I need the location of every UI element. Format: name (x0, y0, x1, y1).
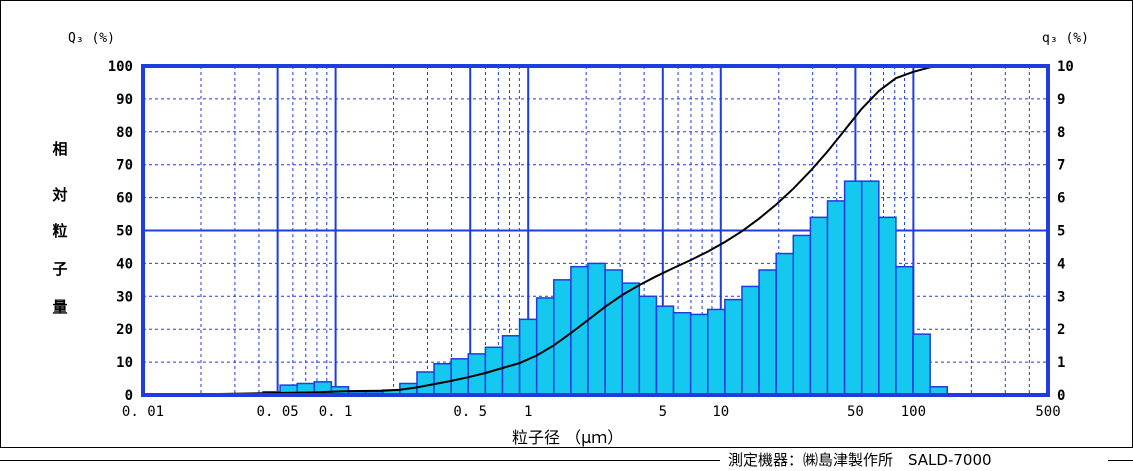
x-tick-label: 10 (712, 404, 729, 420)
y-right-tick-label: 10 (1057, 59, 1074, 75)
y-left-unit: Q₃ (%) (68, 31, 115, 46)
cumulative-curve-group (160, 65, 1048, 396)
histogram-bar (912, 333, 931, 396)
instrument-caption: 測定機器：㈱島津製作所 SALD-7000 (728, 451, 992, 469)
histogram-bar (587, 262, 606, 396)
x-tick-label: 0. 01 (122, 404, 164, 420)
y-right-tick-label: 5 (1057, 224, 1065, 240)
y-left-tick-label: 90 (116, 92, 133, 108)
y-left-tick-label: 60 (116, 191, 133, 207)
x-axis-label: 粒子径 （μｍ） (512, 428, 623, 447)
y-left-tick-label: 70 (116, 158, 133, 174)
y-right-tick-label: 3 (1057, 289, 1065, 305)
histogram-bar (638, 295, 658, 396)
y-left-tick-labels: 0 10 20 30 40 50 60 70 80 90 100 (108, 59, 133, 404)
y-right-tick-label: 7 (1057, 158, 1065, 174)
y-left-label-char: 相 (52, 140, 68, 158)
x-tick-label: 500 (1035, 404, 1060, 420)
histogram-bar (878, 216, 897, 396)
y-left-tick-label: 100 (108, 59, 133, 75)
y-right-tick-label: 9 (1057, 92, 1065, 108)
y-left-tick-label: 30 (116, 289, 133, 305)
y-right-tick-label: 6 (1057, 191, 1065, 207)
histogram-bar (416, 371, 435, 396)
y-right-tick-label: 0 (1057, 388, 1065, 404)
y-left-label-char: 粒 (52, 222, 68, 240)
histogram-bar (792, 234, 812, 396)
histogram-bar (433, 362, 452, 396)
y-left-tick-label: 40 (116, 256, 133, 272)
histogram-bar (655, 305, 675, 396)
y-right-unit: q₃ (%) (1042, 31, 1089, 46)
y-left-tick-label: 20 (116, 322, 133, 338)
footer-rule-right (1108, 460, 1133, 461)
y-left-tick-label: 80 (116, 125, 133, 141)
footer-rule-left (0, 460, 720, 461)
y-left-label-char: 対 (52, 186, 68, 204)
histogram-bar (604, 269, 623, 396)
histogram-bar (621, 282, 641, 396)
y-right-tick-labels: 0 1 2 3 4 5 6 7 8 9 10 (1057, 59, 1074, 404)
histogram-bar (724, 298, 743, 396)
x-tick-labels: 0. 01 0. 05 0. 1 0. 5 1 5 10 50 100 500 (122, 404, 1061, 420)
y-right-tick-label: 1 (1057, 355, 1065, 371)
y-left-label-char: 子 (52, 260, 68, 278)
plot-frame (141, 64, 1050, 397)
histogram-bar (843, 180, 863, 396)
y-right-tick-label: 4 (1057, 256, 1065, 272)
y-right-tick-label: 2 (1057, 322, 1065, 338)
histogram-bar (672, 312, 692, 396)
y-left-tick-label: 10 (116, 355, 133, 371)
cumulative-curve (160, 65, 1048, 396)
y-right-tick-label: 8 (1057, 125, 1065, 141)
histogram-bar (826, 200, 846, 396)
histogram-bars (262, 180, 948, 396)
x-tick-label: 0. 5 (453, 404, 487, 420)
histogram-bar (809, 216, 829, 396)
y-left-tick-label: 50 (116, 224, 133, 240)
x-tick-label: 5 (659, 404, 667, 420)
histogram-bar (741, 285, 760, 396)
histogram-bar (895, 265, 914, 396)
histogram-bar (758, 269, 777, 396)
x-tick-label: 1 (524, 404, 532, 420)
x-tick-label: 0. 05 (257, 404, 299, 420)
x-tick-label: 100 (901, 404, 926, 420)
histogram-bar (707, 308, 726, 396)
y-left-label-char: 量 (52, 298, 68, 316)
x-tick-label: 0. 1 (319, 404, 353, 420)
plot-area-border (141, 64, 1050, 397)
histogram-bar (860, 180, 880, 396)
histogram-bar (775, 252, 795, 396)
histogram-bar (689, 313, 709, 396)
histogram-bar (553, 279, 572, 396)
x-tick-label: 50 (847, 404, 864, 420)
y-left-tick-label: 0 (125, 388, 133, 404)
